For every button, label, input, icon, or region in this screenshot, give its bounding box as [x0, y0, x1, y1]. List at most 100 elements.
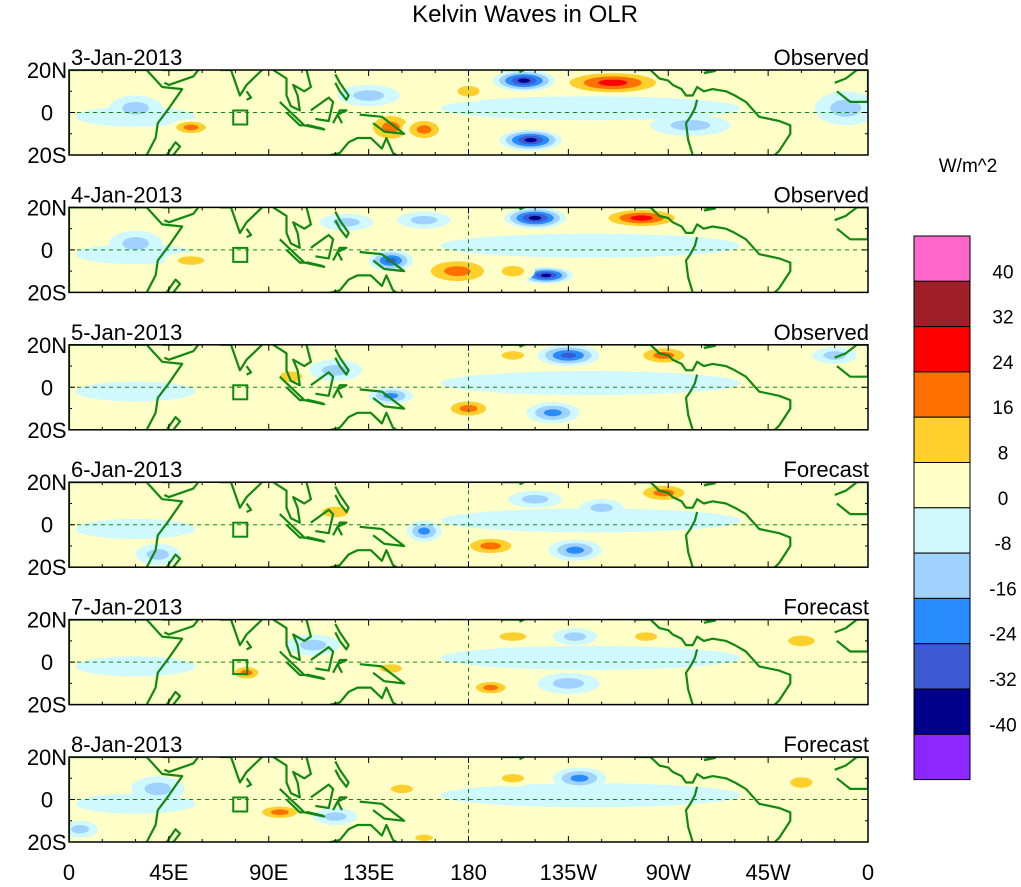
anomaly-contour — [517, 78, 531, 83]
coastline — [834, 70, 868, 104]
panel-status: Forecast — [783, 732, 869, 757]
coastline — [304, 673, 326, 681]
anomaly-field — [69, 757, 868, 842]
coastline — [310, 371, 335, 397]
coastline — [834, 207, 868, 241]
coastline — [245, 640, 253, 651]
coastline — [501, 207, 526, 211]
lat-tick-label: 0 — [41, 650, 53, 675]
coastline — [165, 553, 182, 568]
anomaly-contour — [353, 90, 385, 101]
coastline — [334, 485, 350, 514]
coastline — [359, 525, 406, 548]
panel-date: 8-Jan-2013 — [71, 732, 182, 757]
anomaly-contour — [543, 409, 562, 417]
anomaly-contour — [122, 101, 149, 115]
coastline — [310, 508, 335, 535]
coastline — [165, 278, 182, 293]
coastline — [219, 482, 263, 509]
coastline — [834, 344, 868, 378]
lat-tick-label: 20S — [27, 555, 66, 580]
anomaly-contour — [552, 678, 584, 689]
coastline — [319, 823, 399, 842]
anomaly-contour — [630, 215, 653, 221]
anomaly-contour — [483, 684, 499, 691]
panel-status: Forecast — [783, 595, 869, 620]
equatorial-band — [440, 96, 741, 121]
coastline — [279, 513, 306, 539]
lon-tick-label: 135W — [540, 860, 598, 885]
panel: 8-Jan-2013 Forecast 20N 0 20S — [27, 732, 869, 855]
coastline — [684, 99, 699, 155]
anomaly-contour — [144, 782, 172, 796]
coastline — [501, 70, 526, 74]
lat-tick-label: 0 — [41, 101, 53, 126]
lon-tick-label: 0 — [862, 860, 874, 885]
coastline — [304, 398, 326, 406]
coastline — [272, 482, 312, 524]
lon-tick-label: 180 — [450, 860, 487, 885]
anomaly-field — [69, 619, 868, 705]
coastline — [635, 482, 792, 568]
coastline — [219, 757, 263, 784]
panel-status: Observed — [774, 320, 869, 345]
coastline — [272, 344, 312, 387]
lat-tick-label: 20S — [27, 693, 66, 718]
colorbar-label: 8 — [998, 444, 1009, 465]
coastline — [310, 96, 335, 123]
equatorial-band — [440, 371, 741, 396]
coastline — [834, 619, 868, 653]
coastline — [219, 70, 263, 97]
colorbar-label: 24 — [992, 353, 1014, 374]
lon-tick-label: 0 — [63, 860, 75, 885]
equatorial-band — [440, 233, 741, 258]
colorbar-label: 32 — [992, 308, 1013, 329]
coastline — [319, 411, 399, 430]
coastline — [310, 233, 335, 260]
lat-tick-label: 20N — [27, 333, 67, 358]
colorbar-swatch — [913, 462, 971, 509]
coastline — [272, 207, 312, 249]
anomaly-contour — [480, 542, 502, 550]
colorbar-swatch — [913, 733, 971, 781]
equatorial-band — [75, 518, 196, 539]
lat-tick-label: 20N — [27, 195, 67, 220]
anomaly-contour — [299, 639, 327, 651]
colorbar-swatch — [913, 235, 971, 282]
coastline — [279, 375, 306, 402]
panel-date: 7-Jan-2013 — [71, 595, 182, 620]
longitude-axis: 0 45E 90E 135E 180 135W 90W 45W 0 — [63, 860, 874, 885]
coastline — [219, 619, 263, 647]
coastline — [332, 109, 348, 124]
anomaly-contour — [146, 549, 169, 560]
coastline — [272, 70, 312, 112]
reference-box — [232, 384, 249, 401]
coastline — [279, 238, 306, 264]
panel-status: Observed — [774, 182, 869, 207]
coastline — [69, 482, 184, 568]
anomaly-contour — [270, 809, 289, 816]
coastline — [834, 757, 868, 791]
lon-tick-label: 45E — [149, 860, 188, 885]
anomaly-contour — [501, 774, 524, 783]
coastline — [245, 228, 253, 239]
coastline — [684, 374, 699, 430]
anomaly-contour — [566, 546, 584, 554]
colorbar-swatch — [913, 597, 971, 645]
lat-tick-label: 20N — [27, 608, 67, 633]
lat-tick-label: 20N — [27, 470, 67, 495]
coastline — [334, 73, 350, 101]
anomaly-contour — [183, 124, 199, 131]
coastline — [635, 207, 792, 293]
anomaly-contour — [790, 777, 813, 788]
colorbar-swatch — [913, 371, 971, 418]
lat-tick-label: 20N — [27, 745, 67, 770]
coastline — [165, 828, 182, 842]
anomaly-contour — [444, 266, 471, 277]
lon-tick-label: 135E — [343, 860, 394, 885]
coastline — [304, 123, 326, 131]
anomaly-contour — [670, 119, 711, 131]
anomaly-contour — [381, 121, 400, 134]
colorbar-swatch — [913, 326, 971, 373]
anomaly-contour — [418, 527, 431, 535]
